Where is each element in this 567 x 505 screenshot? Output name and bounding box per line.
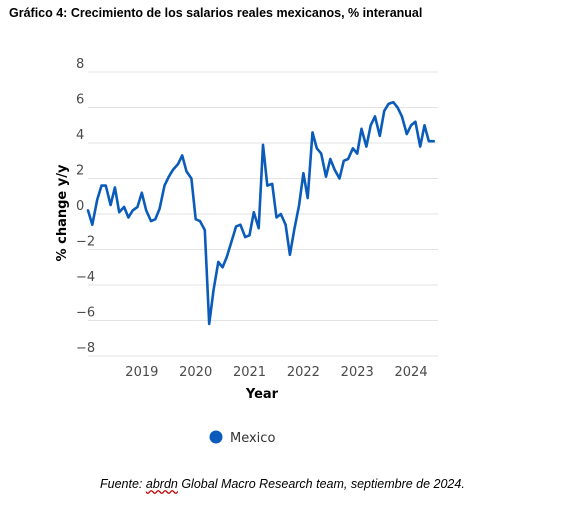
source-brand: abrdn	[145, 477, 178, 491]
x-tick-label: 2021	[233, 365, 266, 380]
x-tick-label: 2020	[179, 365, 212, 380]
y-axis-ticks: 8 6 4 2 0 −2 −4 −6 −8	[76, 57, 95, 356]
chart-title: Gráfico 4: Crecimiento de los salarios r…	[9, 6, 423, 20]
y-tick-label: 8	[76, 57, 84, 72]
series-lines	[86, 100, 436, 326]
y-axis-title: % change y/y	[55, 164, 70, 261]
x-axis-title: Year	[245, 387, 279, 402]
legend-label-mexico: Mexico	[230, 431, 275, 446]
y-tick-label: −8	[76, 341, 95, 356]
y-tick-label: 0	[76, 199, 84, 214]
source-suffix: Global Macro Research team, septiembre d…	[177, 477, 465, 491]
y-tick-label: 6	[76, 93, 84, 108]
line-chart: 8 6 4 2 0 −2 −4 −6 −8 2019 2020 2021 2022 2023 2024 Y…	[55, 57, 438, 446]
legend: Mexico	[209, 430, 275, 446]
x-axis-ticks: 2019 2020 2021 2022 2023 2024	[125, 365, 427, 380]
y-tick-label: −2	[76, 235, 95, 250]
legend-marker-mexico	[209, 430, 223, 444]
x-tick-label: 2023	[341, 365, 374, 380]
x-tick-label: 2024	[395, 365, 428, 380]
gridlines	[88, 71, 438, 357]
source-prefix: Fuente:	[100, 477, 146, 491]
y-tick-label: 2	[76, 164, 84, 179]
y-tick-label: 4	[76, 128, 84, 143]
x-tick-label: 2019	[125, 365, 158, 380]
source-note: Fuente: abrdn Global Macro Research team…	[100, 477, 465, 491]
y-tick-label: −6	[76, 306, 95, 321]
x-tick-label: 2022	[287, 365, 320, 380]
series-line-mexico	[86, 100, 436, 326]
y-tick-label: −4	[76, 270, 95, 285]
